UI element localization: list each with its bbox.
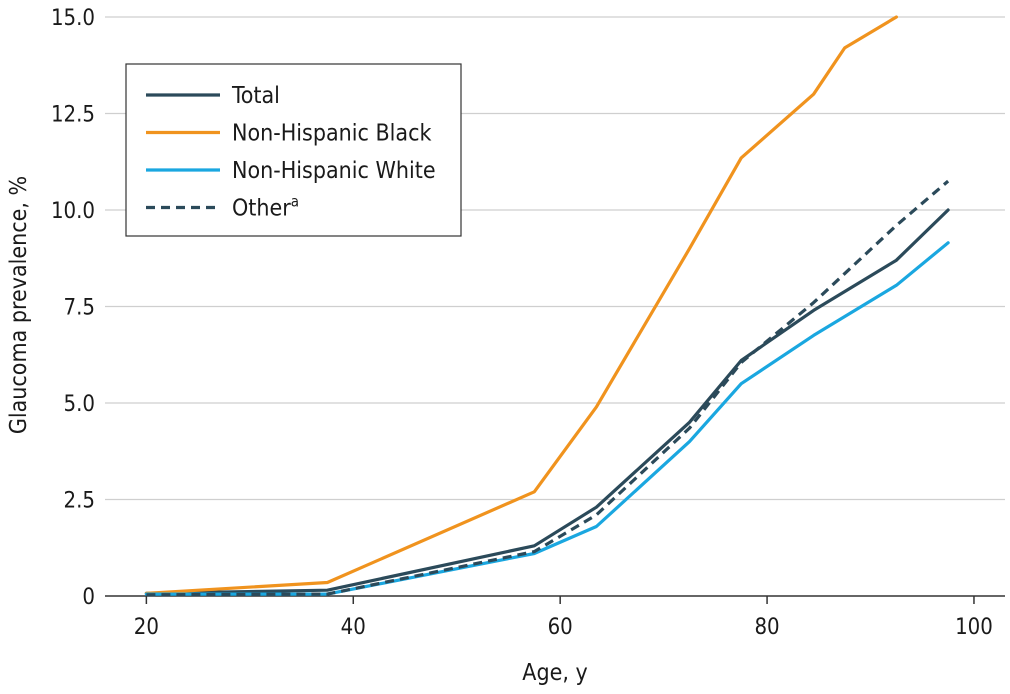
series-line-other xyxy=(146,179,950,597)
x-axis-title: Age, y xyxy=(522,660,587,686)
series-line-non-hispanic-white xyxy=(144,241,950,596)
legend-label-text: Non-Hispanic Black xyxy=(232,121,431,147)
x-tick-label: 80 xyxy=(754,615,779,640)
legend-label-text: Non-Hispanic White xyxy=(232,158,436,184)
legend-label-text: Total xyxy=(231,83,280,109)
legend-label-superscript: a xyxy=(291,193,299,211)
y-tick-label: 7.5 xyxy=(64,296,95,321)
x-axis-ticks: 20 40 60 80 100 xyxy=(134,596,993,640)
y-tick-label: 15.0 xyxy=(51,6,95,31)
y-tick-label: 0 xyxy=(82,585,95,610)
x-tick-label: 40 xyxy=(341,615,366,640)
legend-label: Othera xyxy=(232,193,299,222)
x-tick-label: 100 xyxy=(955,615,993,640)
x-tick-label: 60 xyxy=(548,615,573,640)
legend: Total Non-Hispanic Black Non-Hispanic Whit… xyxy=(125,63,462,237)
y-tick-label: 2.5 xyxy=(64,489,95,514)
x-tick-label: 20 xyxy=(134,615,159,640)
y-tick-label: 10.0 xyxy=(51,199,95,224)
y-tick-label: 12.5 xyxy=(51,103,95,128)
series-line-total xyxy=(144,208,950,595)
y-axis-title: Glaucoma prevalence, % xyxy=(6,176,32,434)
data-series xyxy=(144,15,950,597)
legend-label: Non-Hispanic Black xyxy=(232,121,431,147)
y-tick-label: 5.0 xyxy=(64,392,95,417)
y-axis-ticks: 0 2.5 5.0 7.5 10.0 12.5 15.0 xyxy=(51,6,95,610)
legend-label: Non-Hispanic White xyxy=(232,158,436,184)
legend-label: Total xyxy=(231,83,280,109)
legend-label-text: Other xyxy=(232,196,291,222)
series-line-non-hispanic-black xyxy=(144,15,899,595)
